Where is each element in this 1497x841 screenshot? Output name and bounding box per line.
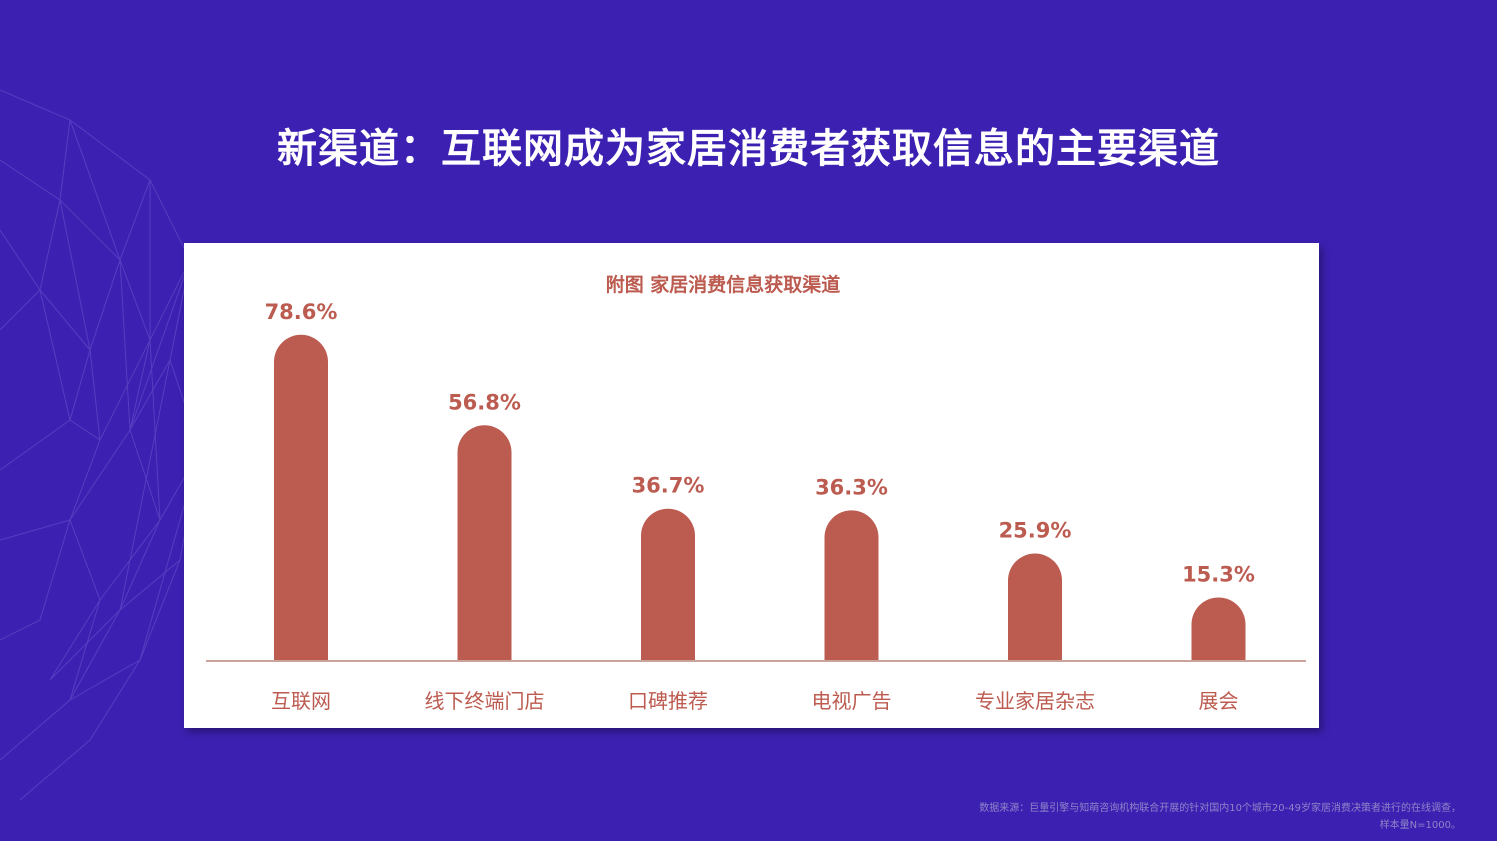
source-footnote-line-2: 样本量N=1000。: [1379, 820, 1461, 831]
bar-value-label-3: 36.3%: [815, 475, 888, 499]
source-footnote: 数据来源：巨量引擎与知萌咨询机构联合开展的针对国内10个城市20-49岁家居消费…: [901, 800, 1461, 834]
bar-value-label-1: 56.8%: [448, 390, 521, 414]
background-globe-mesh: [0, 89, 201, 801]
x-tick-label-4: 专业家居杂志: [975, 689, 1095, 713]
bar-value-label-5: 15.3%: [1182, 563, 1255, 587]
bar-4: [1008, 553, 1062, 661]
chart-card: 附图 家居消费信息获取渠道 78.6% 互联网 56.8% 线下终端门店 36.7% 口碑…: [184, 243, 1319, 728]
bar-3: [824, 510, 879, 661]
bar-5: [1191, 597, 1246, 661]
bar-chart: 附图 家居消费信息获取渠道 78.6% 互联网 56.8% 线下终端门店 36.7% 口碑…: [206, 273, 1306, 713]
x-tick-label-5: 展会: [1199, 689, 1239, 713]
bar-2: [641, 508, 695, 661]
bar-value-label-0: 78.6%: [265, 300, 338, 324]
page-title: 新渠道：互联网成为家居消费者获取信息的主要渠道: [277, 126, 1220, 172]
source-footnote-line-1: 数据来源：巨量引擎与知萌咨询机构联合开展的针对国内10个城市20-49岁家居消费…: [979, 803, 1461, 814]
chart-title: 附图 家居消费信息获取渠道: [606, 273, 841, 296]
x-tick-label-2: 口碑推荐: [628, 689, 708, 713]
x-tick-label-0: 互联网: [271, 689, 331, 713]
x-tick-label-3: 电视广告: [812, 689, 892, 713]
bar-value-label-4: 25.9%: [999, 519, 1072, 543]
x-tick-label-1: 线下终端门店: [425, 689, 545, 713]
bar-1: [457, 425, 512, 661]
bar-0: [274, 334, 328, 661]
bar-value-label-2: 36.7%: [632, 474, 705, 498]
